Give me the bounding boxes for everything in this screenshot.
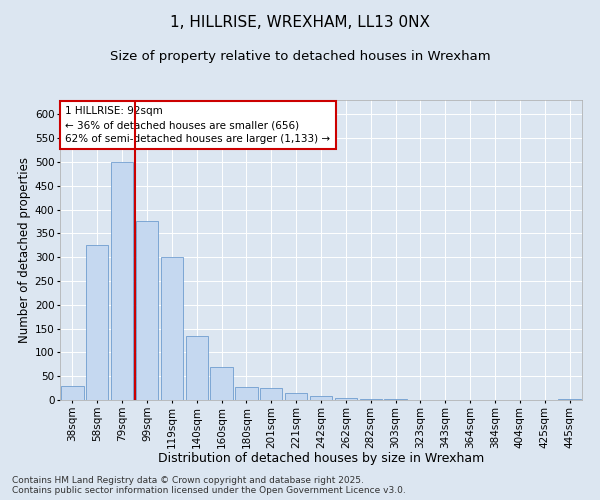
Text: 1, HILLRISE, WREXHAM, LL13 0NX: 1, HILLRISE, WREXHAM, LL13 0NX — [170, 15, 430, 30]
Text: Size of property relative to detached houses in Wrexham: Size of property relative to detached ho… — [110, 50, 490, 63]
Bar — [559, 399, 581, 400]
Bar — [136, 222, 158, 400]
Bar — [86, 245, 109, 400]
X-axis label: Distribution of detached houses by size in Wrexham: Distribution of detached houses by size … — [158, 452, 484, 465]
Bar — [161, 257, 183, 400]
Bar — [335, 398, 357, 400]
Bar — [185, 336, 208, 400]
Bar — [61, 386, 83, 400]
Bar — [359, 398, 382, 400]
Bar — [285, 393, 307, 400]
Bar — [111, 162, 133, 400]
Text: Contains HM Land Registry data © Crown copyright and database right 2025.
Contai: Contains HM Land Registry data © Crown c… — [12, 476, 406, 495]
Bar — [260, 388, 283, 400]
Bar — [235, 386, 257, 400]
Bar — [385, 398, 407, 400]
Y-axis label: Number of detached properties: Number of detached properties — [17, 157, 31, 343]
Bar — [211, 366, 233, 400]
Text: 1 HILLRISE: 92sqm
← 36% of detached houses are smaller (656)
62% of semi-detache: 1 HILLRISE: 92sqm ← 36% of detached hous… — [65, 106, 331, 144]
Bar — [310, 396, 332, 400]
